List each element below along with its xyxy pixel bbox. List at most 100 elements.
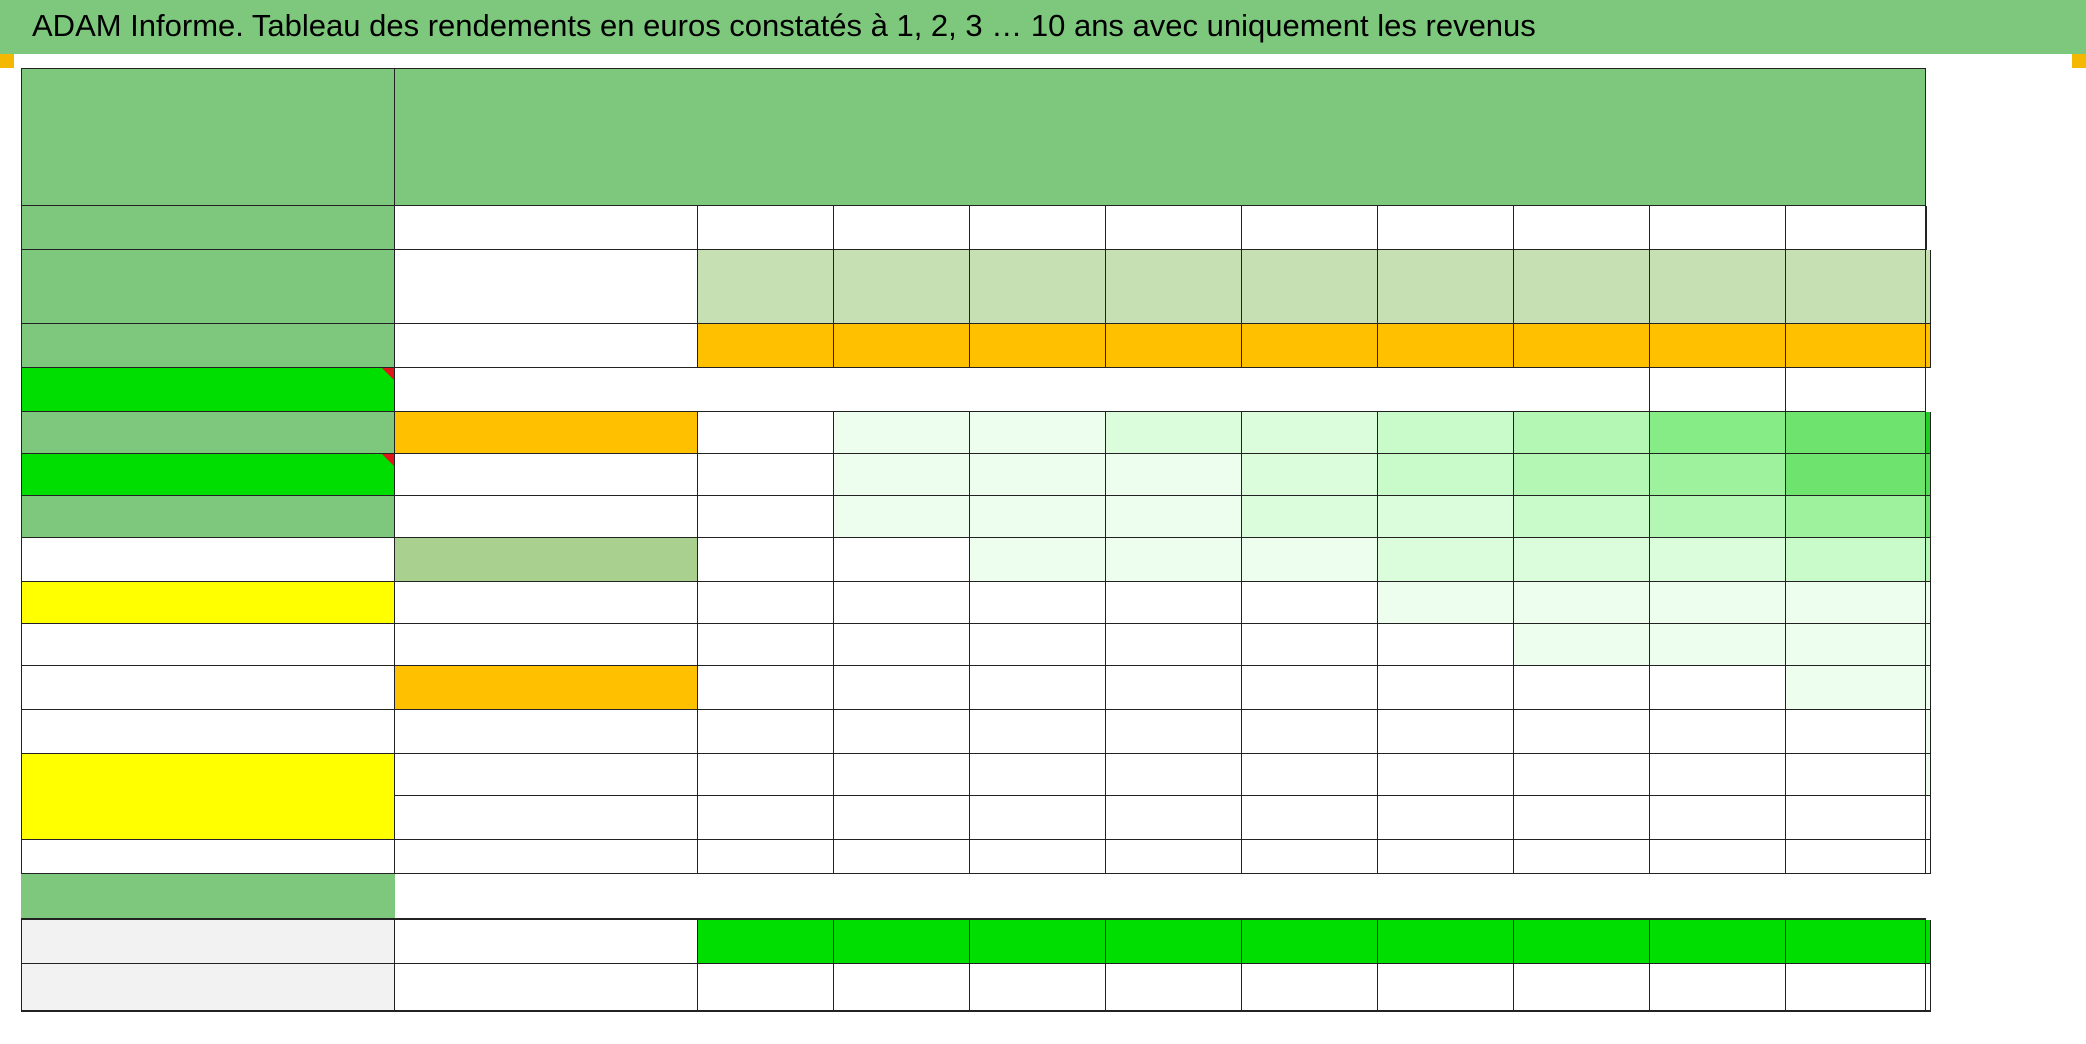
probability-value <box>1242 624 1378 666</box>
minimum-value <box>1106 964 1242 1011</box>
probability-value <box>970 796 1106 840</box>
probability-value <box>834 538 970 582</box>
proba-label <box>395 368 1650 412</box>
probability-value <box>834 412 970 454</box>
minimum-value <box>1514 964 1650 1011</box>
title-bar: ADAM Informe. Tableau des rendements en … <box>0 0 2086 54</box>
probability-value <box>1106 538 1242 582</box>
probability-value <box>1378 412 1514 454</box>
probability-value <box>1650 710 1786 754</box>
probability-value <box>698 412 834 454</box>
sector-label <box>21 250 395 324</box>
year-header <box>1650 206 1786 250</box>
proba-spacer-9 <box>1650 368 1786 412</box>
probability-value <box>1926 454 1931 496</box>
zone-label <box>21 206 395 250</box>
fund-name <box>21 68 395 206</box>
probability-value <box>1378 796 1514 840</box>
probability-value <box>1926 710 1931 754</box>
probability-value <box>1106 496 1242 538</box>
probability-value <box>1650 796 1786 840</box>
minimum-label <box>395 964 698 1011</box>
probability-value <box>970 624 1106 666</box>
minimum-value <box>834 964 970 1011</box>
probability-value <box>1378 454 1514 496</box>
probability-value <box>834 710 970 754</box>
fund-description <box>395 68 1926 206</box>
minimum-value <box>1378 964 1514 1011</box>
duree-label <box>395 206 698 250</box>
avec-div-label <box>21 796 395 840</box>
minimum-value <box>1926 964 1931 1011</box>
volatilite-value <box>834 324 970 368</box>
probability-threshold <box>395 710 698 754</box>
probability-value <box>970 496 1106 538</box>
volatilite-value <box>1106 324 1242 368</box>
volatilite-value <box>1926 324 1931 368</box>
year-header <box>970 206 1106 250</box>
probability-value <box>834 496 970 538</box>
probability-threshold <box>395 624 698 666</box>
regularite-label <box>21 1011 395 1012</box>
probability-value <box>970 666 1106 710</box>
probability-value <box>1378 582 1514 624</box>
probability-value <box>1786 624 1926 666</box>
probability-value <box>1378 496 1514 538</box>
probability-value <box>1926 582 1931 624</box>
probability-value <box>1786 666 1926 710</box>
maximum-value <box>970 1011 1106 1012</box>
year-header <box>1786 206 1926 250</box>
probability-value <box>1786 710 1926 754</box>
probability-value <box>698 754 834 796</box>
probability-value <box>1514 582 1650 624</box>
flag-minus-one <box>21 368 395 412</box>
probability-value <box>1650 454 1786 496</box>
probability-value <box>1242 796 1378 840</box>
probability-value <box>1242 538 1378 582</box>
probability-value <box>1514 496 1650 538</box>
volatilite-value <box>1786 324 1926 368</box>
report-title: ADAM Informe. Tableau des rendements en … <box>32 8 1536 43</box>
probability-value <box>1786 796 1926 840</box>
probability-value <box>1926 754 1931 796</box>
probability-value <box>1378 840 1514 874</box>
year-header <box>834 206 970 250</box>
moy-label <box>21 582 395 624</box>
probability-value <box>1378 538 1514 582</box>
year-header <box>1926 206 1927 250</box>
year-header <box>1378 206 1514 250</box>
volatilite-value <box>1514 324 1650 368</box>
probability-value <box>1106 796 1242 840</box>
probability-value <box>1242 412 1378 454</box>
probability-value <box>834 754 970 796</box>
probability-value <box>1786 454 1926 496</box>
positive-value <box>1650 920 1786 964</box>
probability-value <box>698 710 834 754</box>
left-empty-green <box>21 496 395 538</box>
probability-value <box>1786 582 1926 624</box>
maximum-value <box>1514 1011 1650 1012</box>
probability-value <box>1242 754 1378 796</box>
positive-value <box>1106 920 1242 964</box>
probability-value <box>1106 840 1242 874</box>
probability-value <box>1650 754 1786 796</box>
maximum-value <box>1926 1011 1931 1012</box>
probability-value <box>1786 412 1926 454</box>
probability-value <box>1650 412 1786 454</box>
volatilite-value <box>1378 324 1514 368</box>
compar-index-label <box>21 412 395 454</box>
year-header <box>1514 206 1650 250</box>
positive-value <box>1242 920 1378 964</box>
vol-label <box>395 324 698 368</box>
probability-value <box>834 840 970 874</box>
probability-value <box>1242 582 1378 624</box>
positive-value <box>1514 920 1650 964</box>
probability-value <box>834 624 970 666</box>
probability-value <box>1514 454 1650 496</box>
probability-threshold <box>395 754 698 796</box>
positive-value <box>1786 920 1926 964</box>
probability-value <box>1378 754 1514 796</box>
volatilite-value <box>698 324 834 368</box>
left-spacer-green <box>21 874 395 920</box>
positive-value <box>834 920 970 964</box>
